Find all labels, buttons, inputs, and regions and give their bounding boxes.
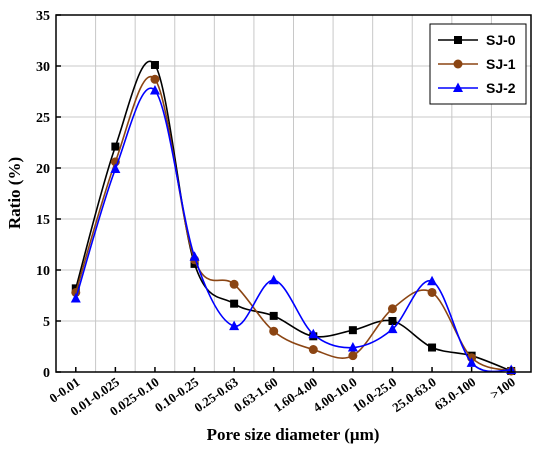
- data-point: [466, 357, 477, 367]
- y-tick-label: 0: [43, 366, 50, 381]
- data-point: [388, 317, 397, 325]
- y-axis-ticks: 0 5 10 15 20 25 30 35: [36, 9, 61, 381]
- data-point: [308, 345, 318, 355]
- data-point: [229, 279, 239, 289]
- x-tick-label: 0.63-1.60: [231, 374, 280, 415]
- legend-marker: [454, 36, 462, 44]
- x-tick-label: 1.60-4.00: [271, 374, 320, 415]
- plot-frame: [55, 14, 532, 373]
- data-point: [347, 342, 358, 352]
- data-point: [387, 323, 398, 334]
- series-sj-2: [70, 84, 517, 374]
- data-point: [110, 163, 121, 174]
- data-point: [427, 275, 438, 286]
- data-point: [149, 84, 160, 95]
- data-point: [111, 142, 120, 151]
- data-point: [308, 328, 319, 339]
- data-point: [269, 311, 278, 320]
- legend-label: SJ-1: [486, 56, 516, 72]
- data-point: [150, 74, 160, 84]
- y-tick-label: 5: [43, 315, 50, 330]
- legend: SJ-0 SJ-1 SJ-2: [429, 23, 527, 105]
- legend-label: SJ-0: [486, 32, 516, 48]
- data-point: [348, 351, 358, 361]
- x-tick-label: 25.0-63.0: [389, 374, 438, 415]
- data-point: [230, 299, 239, 308]
- x-axis-ticks: 0-0.010.01-0.0250.025-0.100.10-0.250.25-…: [46, 367, 518, 419]
- legend-label: SJ-2: [486, 80, 516, 96]
- x-tick-label: 0.25-0.63: [191, 374, 241, 415]
- y-tick-label: 15: [36, 213, 50, 228]
- grid-lines: [56, 15, 531, 372]
- data-point: [428, 343, 437, 352]
- x-tick-label: 4.00-10.0: [310, 374, 359, 415]
- y-axis-title: Ratio (%): [5, 157, 24, 229]
- y-tick-label: 20: [36, 162, 50, 177]
- legend-marker: [453, 82, 463, 92]
- data-point: [427, 287, 437, 297]
- x-tick-label: 63.0-100: [432, 374, 479, 413]
- data-point: [348, 326, 357, 335]
- y-tick-label: 35: [36, 9, 50, 24]
- data-point: [150, 60, 159, 69]
- data-point: [70, 293, 81, 303]
- y-tick-label: 10: [36, 264, 50, 279]
- data-point: [269, 326, 279, 336]
- data-point: [229, 320, 240, 331]
- legend-marker: [453, 59, 463, 69]
- data-point: [189, 251, 200, 261]
- y-tick-label: 25: [36, 111, 50, 126]
- data-point: [387, 304, 397, 314]
- x-tick-label: >100: [487, 374, 518, 402]
- x-axis-title: Pore size diameter (μm): [207, 425, 380, 444]
- x-tick-label: 10.0-25.0: [350, 374, 399, 415]
- x-tick-label: 0.10-0.25: [152, 374, 202, 415]
- data-point: [268, 274, 279, 285]
- y-tick-label: 30: [36, 60, 50, 75]
